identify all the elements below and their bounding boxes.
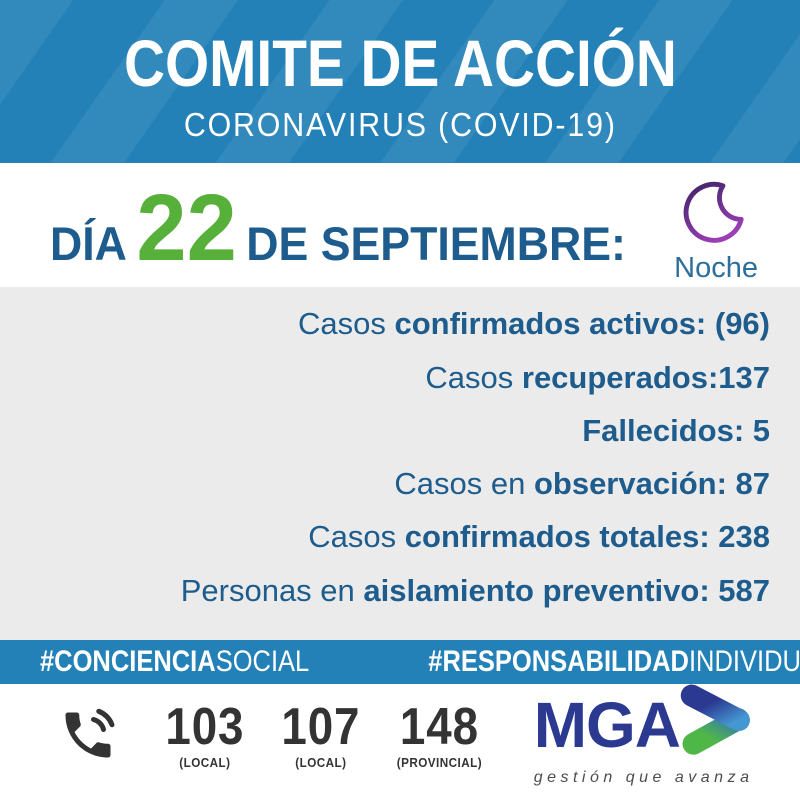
date-band: DÍA 22 DE SEPTIEMBRE: Noche bbox=[0, 163, 800, 287]
phone-scope: (PROVINCIAL) bbox=[396, 754, 482, 770]
stat-value: aislamiento preventivo: 587 bbox=[363, 572, 770, 608]
emergency-phones: 103 (LOCAL) 107 (LOCAL) 148 (PROVINCIAL) bbox=[58, 701, 486, 770]
stat-confirmed-active: Casos confirmados activos: (96) bbox=[30, 306, 770, 342]
stat-confirmed-total: Casos confirmados totales: 238 bbox=[30, 519, 770, 555]
date-prefix: DÍA bbox=[50, 216, 127, 270]
hashtag-light-part: INDIVIDUAL bbox=[688, 645, 800, 678]
date-day-number: 22 bbox=[136, 174, 237, 281]
stat-value: observación: 87 bbox=[533, 466, 770, 502]
phone-ringing-icon bbox=[58, 705, 118, 770]
phone-entry-103: 103 (LOCAL) bbox=[160, 701, 250, 770]
stat-value: recuperados:137 bbox=[521, 359, 770, 395]
stat-preventive-isolation: Personas en aislamiento preventivo: 587 bbox=[30, 573, 770, 609]
phone-scope: (LOCAL) bbox=[179, 754, 231, 770]
hashtag-bold-part: #CONCIENCIA bbox=[40, 645, 216, 678]
hashtag-bold-part: #RESPONSABILIDAD bbox=[428, 645, 689, 678]
hashtag-band: #CONCIENCIASOCIAL #RESPONSABILIDADINDIVI… bbox=[0, 640, 800, 684]
page-title: COMITE DE ACCIÓN bbox=[123, 26, 677, 100]
hashtag-conciencia-social: #CONCIENCIASOCIAL bbox=[40, 647, 309, 677]
hashtag-responsabilidad-individual: #RESPONSABILIDADINDIVIDUAL bbox=[428, 647, 800, 677]
phone-number: 103 bbox=[165, 697, 245, 756]
stat-deceased: Fallecidos: 5 bbox=[30, 413, 770, 449]
stats-band: Casos confirmados activos: (96) Casos re… bbox=[0, 287, 800, 640]
phone-entry-107: 107 (LOCAL) bbox=[276, 701, 366, 770]
header-band: COMITE DE ACCIÓN CORONAVIRUS (COVID-19) bbox=[0, 0, 800, 163]
night-label: Noche bbox=[674, 251, 758, 284]
mga-logo-row: MGA bbox=[534, 684, 762, 767]
stat-label: Personas en bbox=[180, 572, 364, 608]
hashtag-light-part: SOCIAL bbox=[215, 645, 310, 678]
stat-label: Casos en bbox=[394, 466, 534, 502]
stat-value: confirmados activos: (96) bbox=[394, 306, 770, 342]
crescent-moon-icon bbox=[678, 176, 754, 251]
stat-label: Casos bbox=[425, 359, 522, 395]
phone-scope: (LOCAL) bbox=[295, 754, 347, 770]
stat-value: confirmados totales: 238 bbox=[404, 519, 770, 555]
date-line: DÍA 22 DE SEPTIEMBRE: bbox=[50, 174, 626, 281]
mga-logo-text: MGA bbox=[533, 689, 681, 761]
stat-label: Casos bbox=[297, 306, 395, 342]
phone-entry-148: 148 (PROVINCIAL) bbox=[392, 701, 487, 770]
page-subtitle: CORONAVIRUS (COVID-19) bbox=[183, 106, 617, 143]
mga-logo-tagline: gestión que avanza bbox=[533, 768, 754, 786]
chevron-arrow-icon bbox=[676, 680, 762, 767]
footer-band: 103 (LOCAL) 107 (LOCAL) 148 (PROVINCIAL)… bbox=[0, 684, 800, 800]
date-suffix: DE SEPTIEMBRE: bbox=[246, 216, 626, 270]
stat-recovered: Casos recuperados:137 bbox=[30, 360, 770, 396]
mga-logo: MGA bbox=[534, 684, 762, 787]
night-block: Noche bbox=[674, 176, 758, 285]
stat-under-observation: Casos en observación: 87 bbox=[30, 466, 770, 502]
phone-number: 148 bbox=[399, 697, 479, 756]
phone-number: 107 bbox=[281, 697, 361, 756]
stat-value: Fallecidos: 5 bbox=[582, 412, 770, 448]
stat-label: Casos bbox=[308, 519, 405, 555]
